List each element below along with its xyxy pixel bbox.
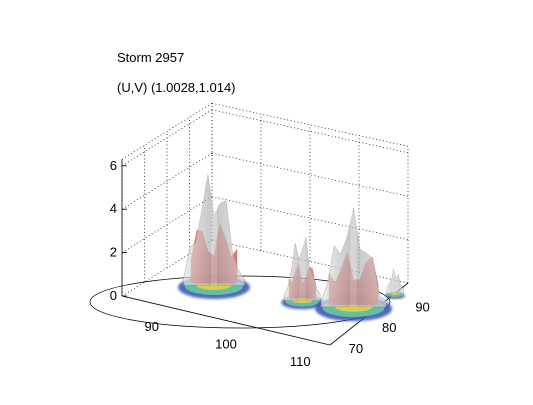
storm-shell <box>386 268 404 295</box>
chart-subtitle: (U,V) (1.0028,1.014) <box>117 80 236 95</box>
grid-line <box>211 102 409 147</box>
grid-line <box>121 102 213 160</box>
y-tick-label: 70 <box>349 341 363 356</box>
z-tick-label: 0 <box>110 288 117 303</box>
storm-shell <box>183 174 245 286</box>
z-tick-label: 2 <box>110 245 117 260</box>
z-tick-label: 4 <box>110 201 117 216</box>
grid-line <box>121 152 213 210</box>
x-tick-label: 90 <box>144 319 158 334</box>
storm-shell-highlight <box>392 268 399 294</box>
tick-labels: 0 2 4 6 90 100 110 70 80 90 <box>110 158 430 369</box>
z-tick-label: 6 <box>110 158 117 173</box>
x-axis-line <box>121 295 331 346</box>
storm-shell-highlight <box>299 234 306 301</box>
y-tick-label: 80 <box>382 320 396 335</box>
storm-shell-highlight <box>350 211 357 307</box>
storm-shell <box>284 237 321 301</box>
x-tick-label: 110 <box>290 354 311 369</box>
grid-line <box>121 196 213 253</box>
y-tick-label: 90 <box>415 299 429 314</box>
storm-shell <box>320 207 387 308</box>
storm-shells <box>183 174 404 308</box>
x-tick-label: 100 <box>215 337 237 352</box>
chart-title: Storm 2957 <box>117 50 185 65</box>
storm-shell-highlight <box>211 174 217 286</box>
